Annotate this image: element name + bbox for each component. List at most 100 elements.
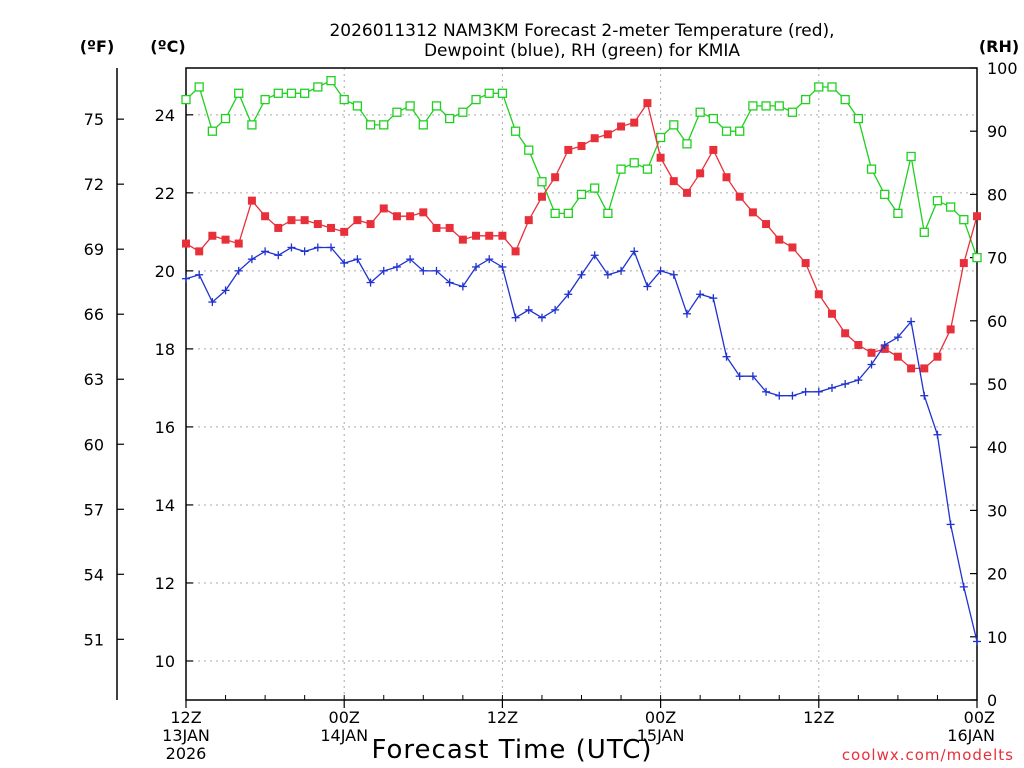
rh-point <box>405 101 415 111</box>
rh-point <box>260 94 270 105</box>
rh-point <box>880 189 890 200</box>
dewpoint-point <box>458 282 467 291</box>
rh-point <box>392 107 402 117</box>
dewpoint-point <box>445 278 454 287</box>
rh-point <box>721 126 732 136</box>
temperature-point <box>524 216 533 225</box>
rh-point <box>919 227 929 237</box>
rh-point <box>800 94 811 105</box>
temperature-point <box>340 227 349 236</box>
temperature-point <box>959 259 968 268</box>
rh-tick-label: 70 <box>987 249 1007 268</box>
c-tick-label: 20 <box>155 262 175 281</box>
dewpoint-point <box>340 259 349 268</box>
rh-point <box>708 113 718 124</box>
temperature-point <box>801 259 810 268</box>
c-tick-label: 10 <box>155 652 175 671</box>
rh-tick-label: 20 <box>987 565 1007 584</box>
temperature-point <box>682 188 691 197</box>
dewpoint-point <box>590 251 599 260</box>
c-tick-label: 22 <box>155 184 175 203</box>
dewpoint-point <box>920 391 929 400</box>
rh-point <box>286 88 297 98</box>
dewpoint-point <box>551 305 560 314</box>
temperature-point <box>669 177 678 186</box>
dewpoint-point <box>221 286 230 295</box>
dewpoint-point <box>353 255 362 264</box>
dewpoint-point <box>208 298 217 307</box>
rh-point <box>418 120 428 130</box>
temperature-point <box>920 364 929 373</box>
rh-point <box>748 101 758 111</box>
rh-point <box>945 202 956 212</box>
dewpoint-point <box>498 262 507 271</box>
temperature-point <box>261 212 270 221</box>
rh-point <box>431 101 442 111</box>
temperature-point <box>748 208 757 217</box>
rh-series <box>181 75 982 263</box>
rh-tick-label: 30 <box>987 501 1007 520</box>
dewpoint-point <box>880 340 889 349</box>
temperature-point <box>498 231 507 240</box>
temperature-point <box>182 239 190 248</box>
rh-point <box>669 120 679 130</box>
dewpoint-point <box>287 243 296 252</box>
rh-tick-label: 60 <box>987 312 1007 331</box>
temperature-series <box>182 99 981 373</box>
x-tick-label: 00Z <box>645 708 676 727</box>
temperature-point <box>511 247 520 256</box>
dewpoint-point <box>392 262 401 271</box>
dewpoint-point <box>669 270 678 279</box>
rh-point <box>932 196 943 206</box>
dewpoint-point <box>182 274 190 283</box>
f-tick-label: 75 <box>84 110 104 129</box>
temperature-point <box>603 130 612 139</box>
rh-tick-label: 80 <box>987 185 1007 204</box>
temperature-point <box>630 118 639 127</box>
rh-point <box>774 101 784 111</box>
rh-point <box>510 126 521 136</box>
temperature-point <box>827 309 836 318</box>
temperature-point <box>379 204 388 213</box>
rh-tick-label: 90 <box>987 122 1007 141</box>
dewpoint-point <box>788 391 797 400</box>
rh-point <box>313 82 323 92</box>
f-tick-label: 69 <box>84 240 104 259</box>
x-tick-label: 00Z <box>964 708 995 727</box>
c-tick-label: 12 <box>155 574 175 593</box>
f-tick-label: 66 <box>84 305 104 324</box>
dewpoint-point <box>577 270 586 279</box>
temperature-point <box>696 169 705 178</box>
temperature-point <box>300 216 309 225</box>
rh-point <box>458 107 468 117</box>
dewpoint-series <box>182 243 981 646</box>
temperature-point <box>590 134 599 143</box>
rh-point <box>735 126 745 136</box>
dewpoint-point <box>973 637 981 646</box>
temperature-point <box>287 216 296 225</box>
dewpoint-point <box>656 266 665 275</box>
dewpoint-point <box>300 247 309 256</box>
rh-point <box>682 139 692 149</box>
f-tick-label: 72 <box>84 175 104 194</box>
dewpoint-point <box>907 317 916 326</box>
x-tick-label: 12Z <box>170 708 201 727</box>
temperature-point <box>195 247 204 256</box>
temperature-point <box>313 220 322 229</box>
rh-point <box>247 120 257 130</box>
dewpoint-point <box>801 387 810 396</box>
temperature-point <box>907 364 916 373</box>
dewpoint-point <box>313 243 322 252</box>
c-tick-label: 14 <box>155 496 175 515</box>
rh-point <box>576 189 587 200</box>
temperature-point <box>247 196 256 205</box>
x-tick-label: 12Z <box>803 708 834 727</box>
dewpoint-point <box>327 243 336 252</box>
temperature-point <box>577 142 586 151</box>
dewpoint-point <box>537 313 546 322</box>
rh-point <box>603 208 613 219</box>
x-tick-label: 14JAN <box>320 726 368 745</box>
dewpoint-point <box>564 290 573 299</box>
temperature-point <box>564 145 573 154</box>
